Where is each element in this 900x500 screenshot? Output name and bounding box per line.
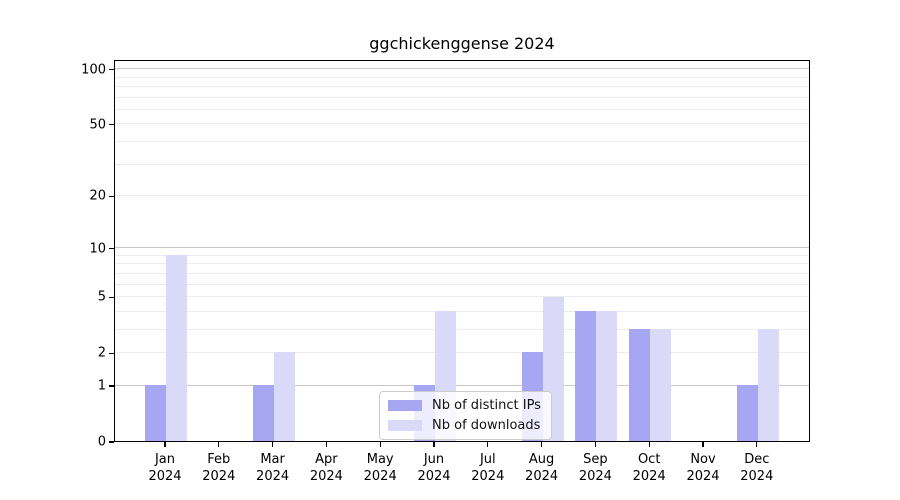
x-axis-tick-label-sep: Sep 2024 xyxy=(578,452,612,484)
bar-nb-of-downloads-oct-2024 xyxy=(650,329,672,441)
x-axis-tick-mark xyxy=(594,442,596,447)
y-axis-tick-mark xyxy=(109,195,114,198)
gridline-y-60 xyxy=(115,108,809,110)
gridline-y-9 xyxy=(115,254,809,256)
y-axis-tick-label-5: 5 xyxy=(97,289,106,305)
legend: Nb of distinct IPs Nb of downloads xyxy=(379,391,552,440)
gridline-y-40 xyxy=(115,140,809,142)
x-axis-tick-mark xyxy=(379,442,381,447)
bar-nb-of-downloads-dec-2024 xyxy=(757,329,779,441)
gridline-y-70 xyxy=(115,96,809,98)
x-axis-tick-mark xyxy=(541,442,543,447)
gridline-y-20 xyxy=(115,194,809,196)
gridline-y-2 xyxy=(115,351,809,353)
x-axis-tick-label-apr: Apr 2024 xyxy=(309,452,343,484)
chart-title: ggchickenggense 2024 xyxy=(369,34,555,53)
y-axis-tick-mark xyxy=(109,441,114,443)
y-axis-tick-mark xyxy=(109,296,114,299)
bar-nb-of-distinct-ips-dec-2024 xyxy=(736,385,758,441)
x-axis-tick-label-oct: Oct 2024 xyxy=(632,452,666,484)
y-axis-tick-label-50: 50 xyxy=(89,117,106,133)
y-axis-tick-label-1: 1 xyxy=(97,378,106,394)
y-axis-tick-label-2: 2 xyxy=(97,345,106,361)
y-axis-tick-mark xyxy=(109,247,114,250)
legend-item: Nb of distinct IPs xyxy=(388,398,541,413)
legend-swatch xyxy=(388,420,422,431)
bar-nb-of-distinct-ips-sep-2024 xyxy=(575,311,597,441)
x-axis-tick-label-aug: Aug 2024 xyxy=(525,452,559,484)
y-axis-tick-label-0: 0 xyxy=(97,434,106,450)
gridline-y-1 xyxy=(115,384,809,386)
gridline-y-4 xyxy=(115,310,809,312)
gridline-y-80 xyxy=(115,86,809,88)
gridline-y-50 xyxy=(115,123,809,125)
legend-item: Nb of downloads xyxy=(388,418,541,433)
gridline-y-100 xyxy=(115,68,809,70)
y-axis-tick-label-100: 100 xyxy=(81,62,106,78)
gridline-y-90 xyxy=(115,76,809,78)
x-axis-tick-label-feb: Feb 2024 xyxy=(202,452,236,484)
gridline-y-30 xyxy=(115,163,809,165)
x-axis-tick-label-nov: Nov 2024 xyxy=(686,452,720,484)
plot-area: Nb of distinct IPs Nb of downloads xyxy=(114,60,810,442)
legend-label: Nb of downloads xyxy=(432,418,541,433)
gridline-y-8 xyxy=(115,263,809,265)
y-axis-tick-mark xyxy=(109,69,114,71)
x-axis-tick-label-jan: Jan 2024 xyxy=(148,452,182,484)
bar-nb-of-distinct-ips-jan-2024 xyxy=(145,385,166,441)
y-axis-tick-mark xyxy=(109,352,114,354)
x-axis-tick-mark xyxy=(487,442,489,447)
bar-nb-of-downloads-mar-2024 xyxy=(273,352,295,441)
legend-swatch xyxy=(388,400,422,411)
y-axis-tick-mark xyxy=(109,385,114,387)
x-axis-tick-label-jul: Jul 2024 xyxy=(471,452,505,484)
gridline-y-3 xyxy=(115,328,809,330)
x-axis-tick-mark xyxy=(433,442,435,447)
gridline-y-5 xyxy=(115,296,809,297)
x-axis-tick-mark xyxy=(164,442,166,447)
y-axis-tick-label-10: 10 xyxy=(89,241,106,257)
x-axis-tick-label-mar: Mar 2024 xyxy=(256,452,290,484)
y-axis-tick-mark xyxy=(109,124,114,126)
x-axis-tick-mark xyxy=(272,442,274,447)
x-axis-tick-label-dec: Dec 2024 xyxy=(740,452,774,484)
x-axis-tick-mark xyxy=(325,442,327,447)
x-axis-tick-mark xyxy=(218,442,220,447)
gridline-y-7 xyxy=(115,272,809,274)
gridline-y-6 xyxy=(115,283,809,285)
x-axis-tick-mark xyxy=(756,442,758,447)
x-axis-tick-mark xyxy=(702,442,704,447)
bar-nb-of-downloads-jan-2024 xyxy=(166,255,187,441)
bar-nb-of-downloads-sep-2024 xyxy=(596,311,618,441)
gridline-y-10 xyxy=(115,247,809,249)
legend-label: Nb of distinct IPs xyxy=(432,398,541,413)
x-axis-tick-mark xyxy=(648,442,650,447)
y-axis-tick-label-20: 20 xyxy=(89,188,106,204)
x-axis-tick-label-jun: Jun 2024 xyxy=(417,452,451,484)
bar-nb-of-distinct-ips-mar-2024 xyxy=(252,385,274,441)
bar-nb-of-distinct-ips-oct-2024 xyxy=(629,329,651,441)
x-axis-tick-label-may: May 2024 xyxy=(363,452,397,484)
